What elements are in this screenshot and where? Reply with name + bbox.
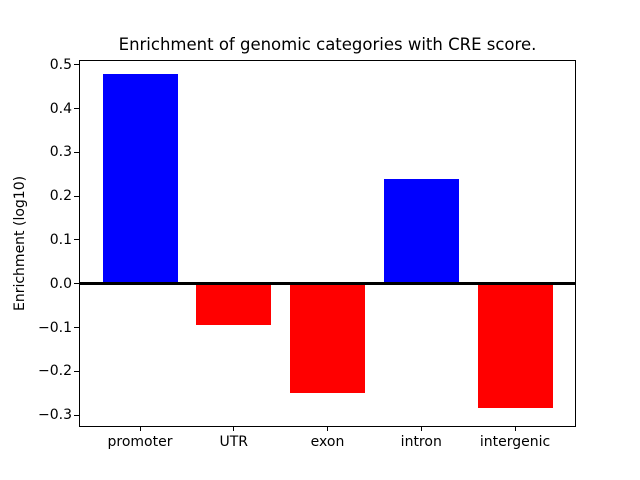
y-tick-mark: [74, 239, 79, 241]
y-tick-label: 0.3: [49, 144, 72, 161]
plot-area: 0.5 0.4 0.3 0.2 0.1 0.0 −0.1 −0.2 −0.3 promoter UT…: [38, 57, 576, 450]
y-tick-mark: [74, 64, 79, 66]
y-tick-label: 0.1: [49, 231, 72, 248]
zero-line: [80, 282, 575, 286]
y-tick-label: 0.5: [49, 56, 72, 73]
y-tick-label: 0.2: [49, 188, 72, 205]
x-tick-label-UTR: UTR: [219, 434, 249, 450]
bar-promoter: [102, 73, 178, 284]
y-tick-mark: [74, 327, 79, 329]
x-tick-mark: [233, 427, 235, 431]
x-tick-mark: [139, 427, 141, 431]
bar-UTR: [196, 283, 272, 326]
y-tick-label: −0.2: [38, 363, 72, 380]
y-tick-mark: [74, 151, 79, 153]
y-tick-mark: [74, 283, 79, 285]
x-tick-label-intergenic: intergenic: [479, 434, 551, 450]
y-tick-mark: [74, 370, 79, 372]
y-tick-mark: [74, 195, 79, 197]
x-tick-mark: [327, 427, 328, 431]
y-tick-label: −0.3: [38, 407, 72, 424]
x-tick-mark: [420, 427, 422, 431]
y-axis-label: Enrichment (log10): [12, 175, 28, 312]
y-tick-mark: [74, 414, 79, 416]
chart-title: Enrichment of genomic categories with CR…: [118, 35, 537, 54]
bar-intron: [383, 178, 459, 284]
bar-intergenic: [477, 283, 553, 409]
y-tick-label: 0.4: [49, 100, 72, 117]
y-tick-label: 0.0: [49, 275, 72, 292]
bar-exon: [290, 283, 365, 394]
y-tick-mark: [74, 108, 79, 110]
x-tick-label-exon: exon: [310, 434, 345, 450]
x-tick-label-promoter: promoter: [107, 434, 173, 450]
x-tick-label-intron: intron: [400, 434, 442, 450]
x-tick-mark: [514, 427, 516, 431]
y-tick-label: −0.1: [38, 319, 72, 336]
